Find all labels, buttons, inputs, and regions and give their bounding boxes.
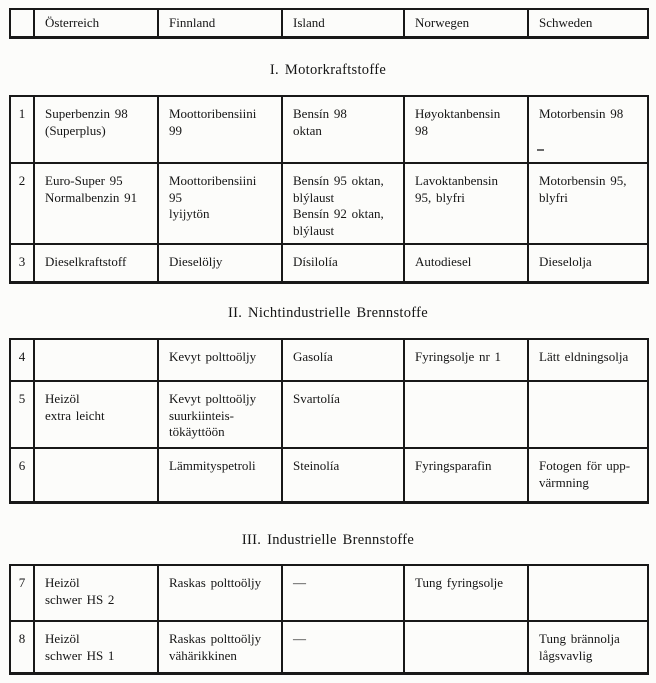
row-number: 8 xyxy=(9,620,35,674)
table-row: 1 Superbenzin 98 (Superplus) Moottoriben… xyxy=(9,95,649,164)
table-cell: Fotogen för upp- värmning xyxy=(527,447,649,503)
table-cell: — xyxy=(281,620,405,674)
table-cell: Moottoribensiini 99 xyxy=(157,95,283,164)
table-cell: Kevyt polttoöljy suurkiinteis- tökäyttöö… xyxy=(157,380,283,449)
table-row: 6 Lämmityspetroli Steinolía Fyringsparaf… xyxy=(9,447,649,503)
table-row: 3 Dieselkraftstoff Dieselöljy Dísilolía … xyxy=(9,243,649,283)
table-cell: Bensín 95 oktan, blýlaust Bensín 92 okta… xyxy=(281,162,405,245)
industrielle-brennstoffe-table: 7 Heizöl schwer HS 2 Raskas polttoöljy —… xyxy=(9,564,649,675)
table-cell: Tung brännolja lågsvavlig xyxy=(527,620,649,674)
table-cell: Lämmityspetroli xyxy=(157,447,283,503)
header-cell-norwegen: Norwegen xyxy=(403,8,529,38)
table-cell xyxy=(527,380,649,449)
table-row: 8 Heizöl schwer HS 1 Raskas polttoöljy v… xyxy=(9,620,649,674)
table-cell: Autodiesel xyxy=(403,243,529,283)
row-number: 3 xyxy=(9,243,35,283)
table-cell: Tung fyringsolje xyxy=(403,564,529,622)
table-cell: Moottoribensiini 95 lyijytön xyxy=(157,162,283,245)
table-row: 7 Heizöl schwer HS 2 Raskas polttoöljy —… xyxy=(9,564,649,622)
scan-artifact-dash xyxy=(537,149,544,151)
table-cell: — xyxy=(281,564,405,622)
table-cell: Raskas polttoöljy vähärikkinen xyxy=(157,620,283,674)
table-cell: Lätt eldningsolja xyxy=(527,338,649,382)
table-cell: Svartolía xyxy=(281,380,405,449)
table-row: 4 Kevyt polttoöljy Gasolía Fyringsolje n… xyxy=(9,338,649,382)
header-cell-empty xyxy=(9,8,35,38)
nichtindustrielle-brennstoffe-table: 4 Kevyt polttoöljy Gasolía Fyringsolje n… xyxy=(9,338,649,504)
section-title-industrielle-brennstoffe: III. Industrielle Brennstoffe xyxy=(241,532,415,548)
table-cell: Heizöl schwer HS 1 xyxy=(33,620,159,674)
table-cell: Dieselkraftstoff xyxy=(33,243,159,283)
section-title-nichtindustrielle-brennstoffe: II. Nichtindustrielle Brennstoffe xyxy=(227,305,429,321)
header-cell-schweden: Schweden xyxy=(527,8,649,38)
header-cell-oesterreich: Österreich xyxy=(33,8,159,38)
table-cell: Lavoktanbensin 95, blyfri xyxy=(403,162,529,245)
table-cell: Fyringsparafin xyxy=(403,447,529,503)
table-row: 2 Euro-Super 95 Normalbenzin 91 Moottori… xyxy=(9,162,649,245)
table-cell: Heizöl schwer HS 2 xyxy=(33,564,159,622)
row-number: 1 xyxy=(9,95,35,164)
row-number: 2 xyxy=(9,162,35,245)
header-cell-finnland: Finnland xyxy=(157,8,283,38)
table-cell: Superbenzin 98 (Superplus) xyxy=(33,95,159,164)
header-cell-island: Island xyxy=(281,8,405,38)
row-number: 6 xyxy=(9,447,35,503)
table-cell: Raskas polttoöljy xyxy=(157,564,283,622)
table-cell: Motorbensin 95, blyfri xyxy=(527,162,649,245)
row-number: 5 xyxy=(9,380,35,449)
table-cell: Dieselolja xyxy=(527,243,649,283)
table-cell xyxy=(33,447,159,503)
table-cell xyxy=(33,338,159,382)
table-cell: Heizöl extra leicht xyxy=(33,380,159,449)
table-cell: Gasolía xyxy=(281,338,405,382)
table-cell: Euro-Super 95 Normalbenzin 91 xyxy=(33,162,159,245)
table-cell: Høyoktanbensin 98 xyxy=(403,95,529,164)
table-cell xyxy=(403,380,529,449)
table-cell: Bensín 98 oktan xyxy=(281,95,405,164)
header-row: Österreich Finnland Island Norwegen Schw… xyxy=(9,8,649,38)
table-cell: Fyringsolje nr 1 xyxy=(403,338,529,382)
table-row: 5 Heizöl extra leicht Kevyt polttoöljy s… xyxy=(9,380,649,449)
table-cell xyxy=(403,620,529,674)
row-number: 4 xyxy=(9,338,35,382)
section-title-motorkraftstoffe: I. Motorkraftstoffe xyxy=(269,62,387,78)
row-number: 7 xyxy=(9,564,35,622)
country-header-table: Österreich Finnland Island Norwegen Schw… xyxy=(9,8,649,39)
table-cell: Dieselöljy xyxy=(157,243,283,283)
motorkraftstoffe-table: 1 Superbenzin 98 (Superplus) Moottoriben… xyxy=(9,95,649,284)
table-cell: Dísilolía xyxy=(281,243,405,283)
table-cell xyxy=(527,564,649,622)
table-cell: Kevyt polttoöljy xyxy=(157,338,283,382)
table-cell: Steinolía xyxy=(281,447,405,503)
table-cell: Motorbensin 98 xyxy=(527,95,649,164)
